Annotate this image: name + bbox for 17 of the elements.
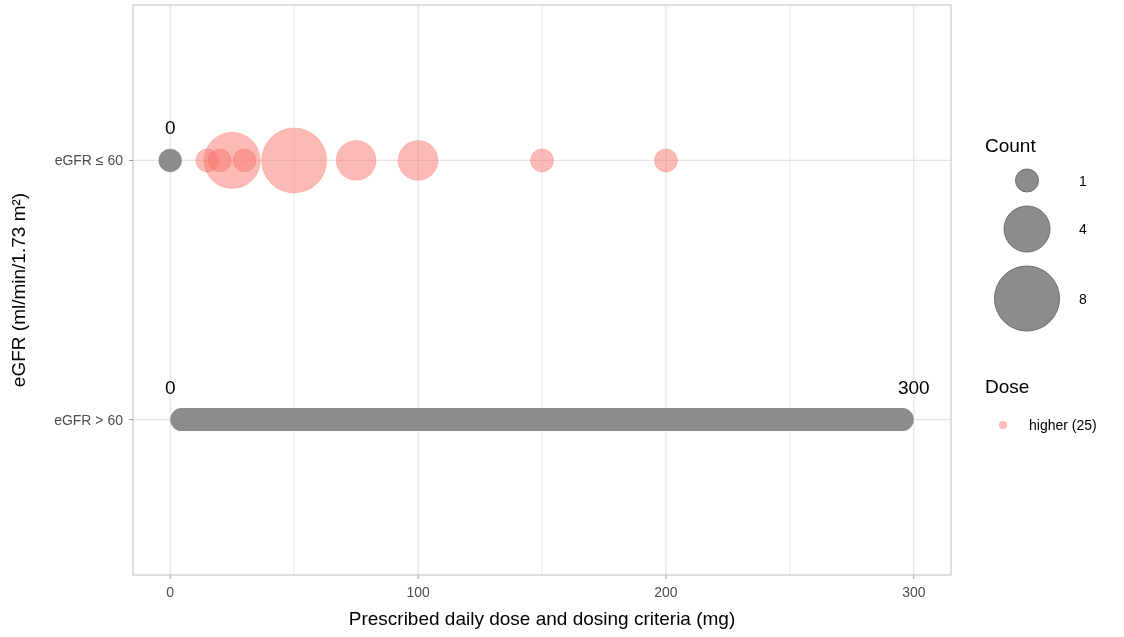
legend-label: higher (25) bbox=[1029, 417, 1097, 434]
x-axis-title: Prescribed daily dose and dosing criteria (mg) bbox=[348, 608, 736, 629]
x-tick-label: 0 bbox=[166, 584, 175, 600]
x-tick-label: 100 bbox=[406, 584, 430, 600]
text: Dose bbox=[985, 376, 1030, 398]
x-tick-label: 200 bbox=[654, 584, 678, 600]
data-label: 0 bbox=[164, 117, 176, 139]
x-tick-label: 300 bbox=[902, 584, 926, 600]
text: Count bbox=[985, 135, 1036, 156]
y-tick-label: eGFR ≤ 60 bbox=[54, 152, 124, 169]
annotation: 0 bbox=[164, 376, 176, 398]
legend-label: 4 bbox=[1079, 221, 1087, 237]
y-tick-label: eGFR > 60 bbox=[54, 411, 124, 428]
annotation: 300 bbox=[897, 376, 930, 398]
legend-label: 1 bbox=[1079, 172, 1087, 189]
y-axis-title: eGFR (ml/min/1.73 m²) bbox=[8, 192, 29, 388]
legend-label: 8 bbox=[1079, 290, 1087, 307]
